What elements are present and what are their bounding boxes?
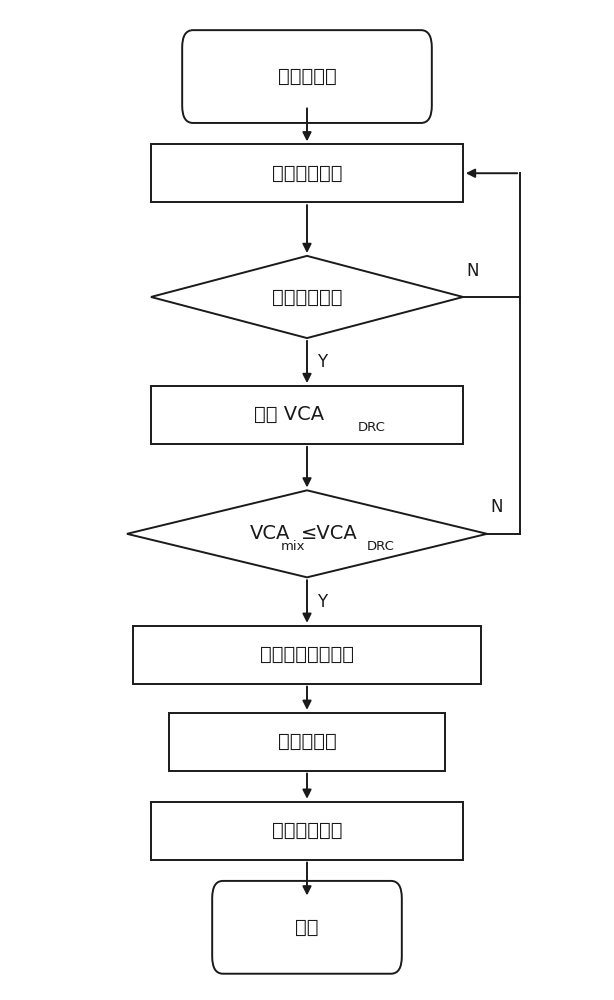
Bar — [169, 713, 445, 771]
Text: mix: mix — [281, 540, 306, 553]
Text: 马歇尔试验: 马歇尔试验 — [278, 732, 336, 751]
Bar — [133, 626, 481, 684]
Bar — [151, 802, 463, 860]
Text: 检验贝雷参数: 检验贝雷参数 — [272, 287, 342, 306]
Text: Y: Y — [317, 353, 327, 371]
Text: 细观结构参数分析: 细观结构参数分析 — [260, 645, 354, 664]
Text: VCA: VCA — [250, 524, 290, 543]
Text: 路用性能验证: 路用性能验证 — [272, 821, 342, 840]
Text: ≤VCA: ≤VCA — [301, 524, 358, 543]
Text: 结束: 结束 — [295, 918, 319, 937]
FancyBboxPatch shape — [212, 881, 402, 974]
Bar — [151, 144, 463, 202]
Polygon shape — [127, 490, 487, 577]
Polygon shape — [151, 256, 463, 338]
Text: 原材料评定: 原材料评定 — [278, 67, 336, 86]
Text: 选择三组级配: 选择三组级配 — [272, 164, 342, 183]
Text: N: N — [490, 498, 502, 516]
Text: DRC: DRC — [358, 421, 386, 434]
Text: DRC: DRC — [367, 540, 395, 553]
Text: Y: Y — [317, 593, 327, 611]
Text: 测定 VCA: 测定 VCA — [254, 405, 324, 424]
FancyBboxPatch shape — [182, 30, 432, 123]
Text: N: N — [466, 262, 478, 280]
Bar — [151, 386, 463, 444]
